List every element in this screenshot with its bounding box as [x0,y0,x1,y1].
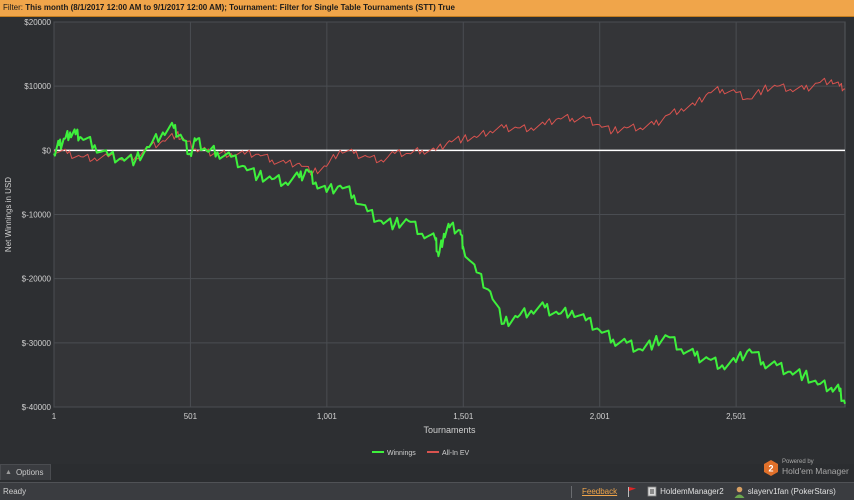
legend-label: Winnings [387,450,416,457]
feedback-link[interactable]: Feedback [582,487,618,496]
hm2-logo-icon: 2 [764,460,778,476]
y-tick-label: $-40000 [22,403,52,412]
player-avatar-icon [734,486,745,498]
y-tick-label: $0 [42,146,51,155]
options-label: Options [15,468,44,477]
filter-text[interactable]: This month (8/1/2017 12:00 AM to 9/1/201… [25,3,455,12]
y-tick-label: $-20000 [22,275,52,284]
svg-text:2: 2 [768,464,773,474]
x-tick-label: 1,001 [317,412,338,421]
player-status[interactable]: slayerv1fan (PokerStars) [734,486,836,498]
powered-by-text: Powered by [782,459,814,465]
expand-arrow-icon: ▲ [5,469,12,476]
y-tick-label: $-30000 [22,339,52,348]
series-line-winnings [53,121,846,405]
app-name: HoldemManager2 [660,487,724,496]
y-tick-label: $-10000 [22,211,52,220]
x-axis-label: Tournaments [423,425,476,435]
x-tick-label: 2,501 [726,412,747,421]
y-axis-label: Net Winnings in USD [4,177,13,252]
legend-label: All-In EV [442,450,470,457]
player-name: slayerv1fan (PokerStars) [747,487,836,496]
x-tick-label: 1,501 [453,412,474,421]
status-bar: Ready Feedback HoldemManager2 slayerv1fa… [0,482,854,500]
winnings-graph: $20000 $10000 $0 $-10000 $-20000 $-30000 $-400… [4,18,846,457]
notification-flag[interactable] [627,486,637,497]
red-flag-icon [628,487,637,497]
chart-area: $20000 $10000 $0 $-10000 $-20000 $-30000 $-400… [0,17,854,464]
x-tick-label: 501 [184,412,198,421]
powered-by-brand: Hold'em Manager [782,466,849,476]
database-icon [647,486,657,497]
options-bar: ▲ Options [0,464,854,480]
y-tick-label: $10000 [24,82,51,91]
options-toggle[interactable]: ▲ Options [0,464,51,480]
status-right: Feedback HoldemManager2 slayerv1fan (Pok… [571,483,836,500]
y-tick-label: $20000 [24,18,51,27]
x-tick-label: 1 [52,412,57,421]
x-tick-label: 2,001 [590,412,611,421]
app-status[interactable]: HoldemManager2 [647,486,724,497]
filter-bar: Filter: This month (8/1/2017 12:00 AM to… [0,0,854,17]
filter-label: Filter: [3,3,23,12]
powered-by-logo: 2 Powered by Hold'em Manager [764,458,854,480]
status-text: Ready [3,487,27,496]
separator [571,485,572,498]
